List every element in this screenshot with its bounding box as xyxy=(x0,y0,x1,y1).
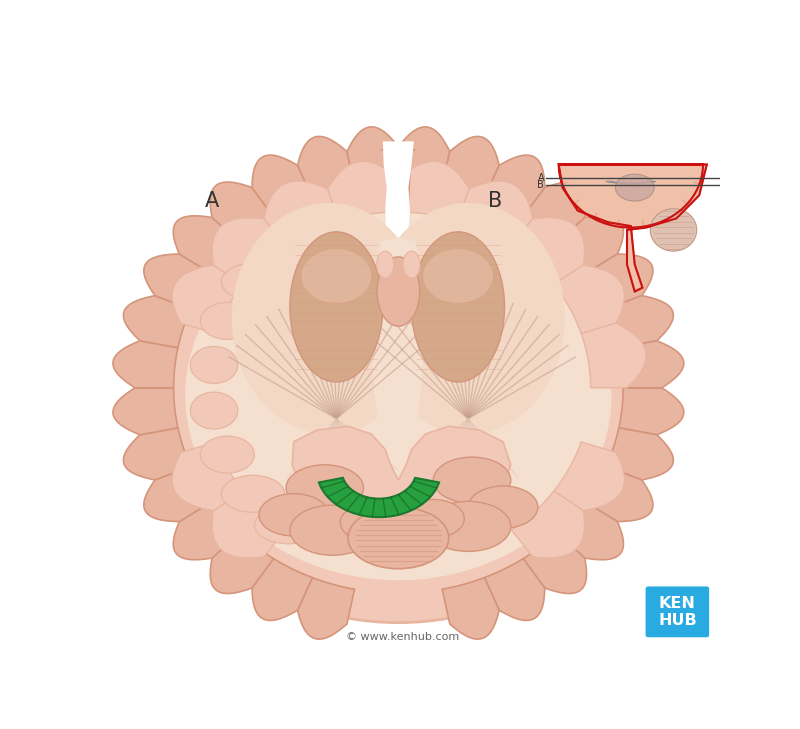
Polygon shape xyxy=(554,442,625,510)
Polygon shape xyxy=(347,127,398,187)
Polygon shape xyxy=(554,265,625,333)
Ellipse shape xyxy=(286,465,363,511)
Polygon shape xyxy=(442,136,499,198)
Polygon shape xyxy=(212,218,286,284)
Polygon shape xyxy=(144,467,211,521)
Polygon shape xyxy=(252,558,312,620)
Ellipse shape xyxy=(402,499,464,538)
Ellipse shape xyxy=(377,257,420,326)
Polygon shape xyxy=(558,502,623,560)
Ellipse shape xyxy=(254,507,324,544)
Polygon shape xyxy=(379,149,416,326)
Text: A: A xyxy=(206,192,219,211)
Ellipse shape xyxy=(200,303,254,340)
Polygon shape xyxy=(174,216,239,273)
Polygon shape xyxy=(123,428,190,480)
Ellipse shape xyxy=(190,346,238,383)
Ellipse shape xyxy=(259,494,329,536)
Polygon shape xyxy=(298,136,354,198)
Polygon shape xyxy=(484,155,545,217)
Polygon shape xyxy=(172,442,243,510)
Polygon shape xyxy=(292,426,510,515)
FancyBboxPatch shape xyxy=(646,586,709,637)
Polygon shape xyxy=(123,295,190,348)
Ellipse shape xyxy=(186,211,611,580)
Text: B: B xyxy=(488,192,502,211)
Polygon shape xyxy=(606,182,656,184)
Polygon shape xyxy=(212,491,286,558)
Ellipse shape xyxy=(254,232,324,269)
Ellipse shape xyxy=(468,486,538,529)
Ellipse shape xyxy=(138,153,658,623)
Text: A: A xyxy=(538,174,544,183)
Ellipse shape xyxy=(411,232,505,382)
Ellipse shape xyxy=(290,232,383,382)
Ellipse shape xyxy=(371,203,565,434)
Polygon shape xyxy=(586,254,653,309)
Ellipse shape xyxy=(232,203,426,434)
Polygon shape xyxy=(264,181,339,246)
Text: KEN
HUB: KEN HUB xyxy=(658,596,697,628)
Ellipse shape xyxy=(340,503,402,542)
Ellipse shape xyxy=(615,174,654,201)
Ellipse shape xyxy=(426,502,510,551)
Polygon shape xyxy=(458,181,533,246)
Polygon shape xyxy=(398,161,469,221)
Text: B: B xyxy=(538,179,544,190)
Polygon shape xyxy=(370,238,426,484)
Polygon shape xyxy=(328,161,398,221)
Ellipse shape xyxy=(222,475,285,512)
Polygon shape xyxy=(383,141,414,284)
Polygon shape xyxy=(484,558,545,620)
Ellipse shape xyxy=(403,251,420,278)
Polygon shape xyxy=(581,323,646,388)
Polygon shape xyxy=(144,254,211,309)
Polygon shape xyxy=(319,477,439,517)
Ellipse shape xyxy=(650,208,697,251)
Polygon shape xyxy=(619,340,684,388)
Polygon shape xyxy=(113,388,178,434)
Polygon shape xyxy=(210,182,274,243)
Ellipse shape xyxy=(302,249,371,303)
Ellipse shape xyxy=(190,392,238,429)
Polygon shape xyxy=(523,182,586,243)
Polygon shape xyxy=(511,491,585,558)
Text: © www.kenhub.com: © www.kenhub.com xyxy=(346,632,459,642)
Polygon shape xyxy=(558,165,707,292)
Ellipse shape xyxy=(290,505,375,555)
Ellipse shape xyxy=(423,249,493,303)
Ellipse shape xyxy=(348,507,449,569)
Ellipse shape xyxy=(200,436,254,473)
Polygon shape xyxy=(558,216,623,273)
Polygon shape xyxy=(511,218,585,284)
Ellipse shape xyxy=(222,263,285,300)
Polygon shape xyxy=(606,295,674,348)
Polygon shape xyxy=(442,577,499,639)
Polygon shape xyxy=(113,340,178,388)
Polygon shape xyxy=(606,428,674,480)
Polygon shape xyxy=(586,467,653,521)
Polygon shape xyxy=(252,155,312,217)
Polygon shape xyxy=(172,265,243,333)
Ellipse shape xyxy=(434,457,510,503)
Polygon shape xyxy=(210,533,274,593)
Polygon shape xyxy=(523,533,586,593)
Ellipse shape xyxy=(377,251,394,278)
Polygon shape xyxy=(174,502,239,560)
Polygon shape xyxy=(298,577,354,639)
Polygon shape xyxy=(398,127,450,187)
Polygon shape xyxy=(619,388,684,434)
